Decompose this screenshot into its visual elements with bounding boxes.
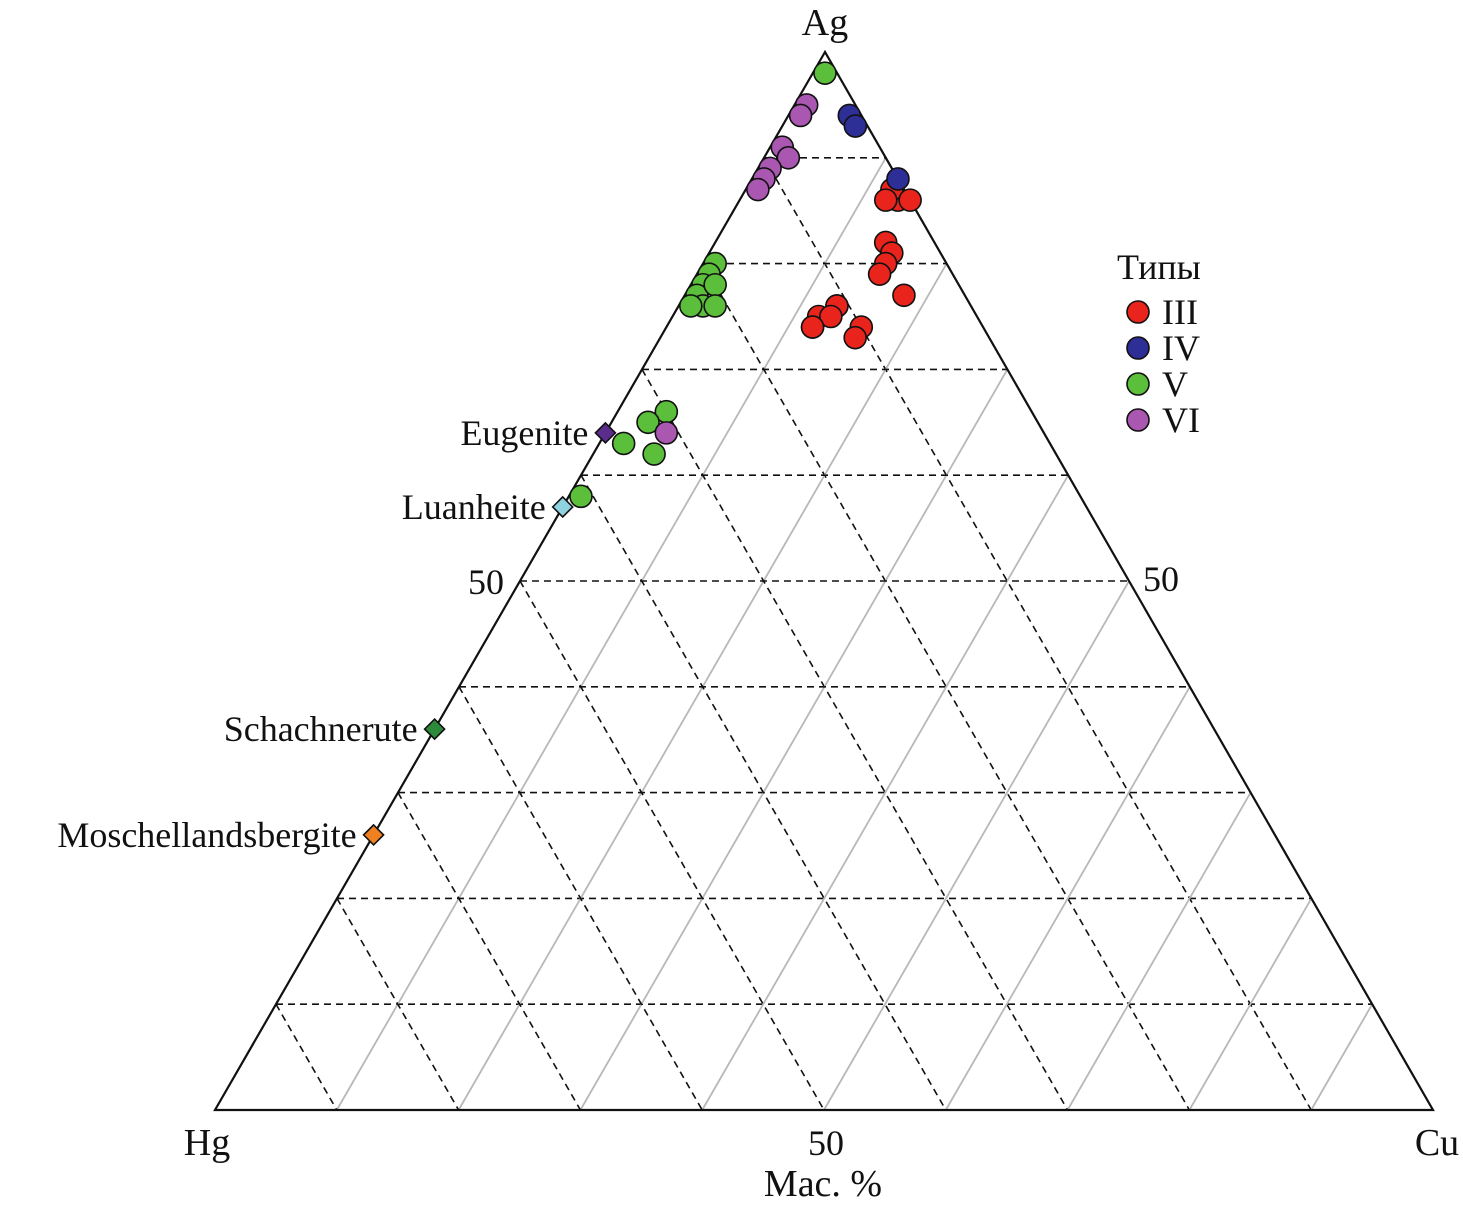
data-point-v-12 — [642, 442, 666, 466]
grid-line-hg-70 — [397, 792, 582, 1111]
legend-marker-v — [1126, 372, 1150, 396]
mineral-label-luanheite: Luanheite — [402, 487, 546, 527]
tick-label-bottom-50: 50 — [808, 1123, 844, 1163]
grid-layer — [275, 157, 1373, 1111]
data-point-vi-7 — [746, 177, 770, 202]
data-point-iii-8 — [867, 262, 892, 286]
data-point-iii-9 — [892, 283, 916, 308]
series-vi — [654, 93, 819, 445]
data-point-vi-4 — [776, 146, 801, 170]
mineral-marker-schachnerute — [423, 717, 446, 741]
grid-line-hg-90 — [275, 1003, 338, 1111]
grid-line-hg-60 — [458, 686, 703, 1111]
data-points — [569, 61, 922, 509]
data-point-iv-3 — [886, 167, 910, 191]
grid-line-hg-50 — [519, 580, 825, 1111]
grid-line-cu-60 — [945, 686, 1191, 1111]
grid-line-hg-30 — [641, 369, 1069, 1111]
grid-line-hg-10 — [763, 157, 1312, 1111]
data-point-v-13 — [611, 431, 636, 456]
grid-line-cu-80 — [1188, 897, 1313, 1111]
triangle-outline — [213, 49, 1435, 1112]
data-point-v-8 — [678, 294, 703, 318]
mineral-label-schachnerute: Schachnerute — [224, 709, 418, 749]
tick-label-right-50: 50 — [1143, 559, 1179, 599]
data-point-vi-8 — [654, 421, 679, 445]
grid-line-cu-90 — [1310, 1003, 1373, 1111]
data-point-iii-3 — [898, 188, 922, 212]
mineral-marker-moschellandsbergite — [362, 823, 385, 847]
grid-line-cu-10 — [336, 157, 887, 1111]
mineral-marker-eugenite — [594, 421, 617, 445]
data-point-v-14 — [569, 484, 593, 509]
data-point-v-1 — [813, 61, 837, 85]
mineral-label-eugenite: Eugenite — [460, 413, 588, 453]
series-v — [569, 61, 837, 509]
legend-marker-iii — [1126, 300, 1150, 324]
data-point-iii-14 — [819, 304, 843, 329]
data-point-v-7 — [703, 272, 727, 297]
legend-label-iv: IV — [1162, 328, 1200, 368]
grid-line-hg-80 — [336, 898, 460, 1111]
reference-minerals: Eugenite Luanheite Schachnerute Moschelland… — [57, 413, 617, 855]
legend-label-v: V — [1162, 364, 1188, 404]
tick-label-left-50: 50 — [468, 562, 504, 602]
mineral-label-moschellandsbergite: Moschellandsbergite — [57, 815, 356, 855]
legend-marker-vi — [1126, 408, 1150, 432]
vertex-label-top: Ag — [802, 2, 848, 44]
mineral-marker-luanheite — [551, 495, 574, 519]
vertex-label-left: Hg — [184, 1122, 230, 1164]
series-iv — [837, 103, 910, 191]
data-point-iv-2 — [843, 114, 868, 138]
legend-label-vi: VI — [1162, 400, 1200, 440]
data-point-iii-17 — [800, 315, 825, 339]
grid-line-cu-30 — [579, 368, 1009, 1111]
grid-line-cu-50 — [823, 580, 1130, 1111]
data-point-vi-2 — [788, 103, 813, 128]
data-point-iii-16 — [843, 325, 867, 350]
data-point-v-9 — [703, 294, 727, 318]
data-point-iii-4 — [873, 188, 898, 212]
data-point-v-11 — [636, 410, 660, 435]
legend-title: Типы — [1117, 247, 1201, 287]
vertex-label-right: Cu — [1415, 1122, 1459, 1164]
grid-line-cu-40 — [701, 474, 1069, 1111]
legend-label-iii: III — [1162, 292, 1198, 332]
triangle-frame — [213, 49, 1435, 1112]
legend-marker-iv — [1126, 336, 1150, 360]
grid-line-cu-70 — [1066, 792, 1252, 1111]
axis-title: Мас. % — [764, 1163, 882, 1205]
grid-line-hg-20 — [702, 263, 1191, 1111]
